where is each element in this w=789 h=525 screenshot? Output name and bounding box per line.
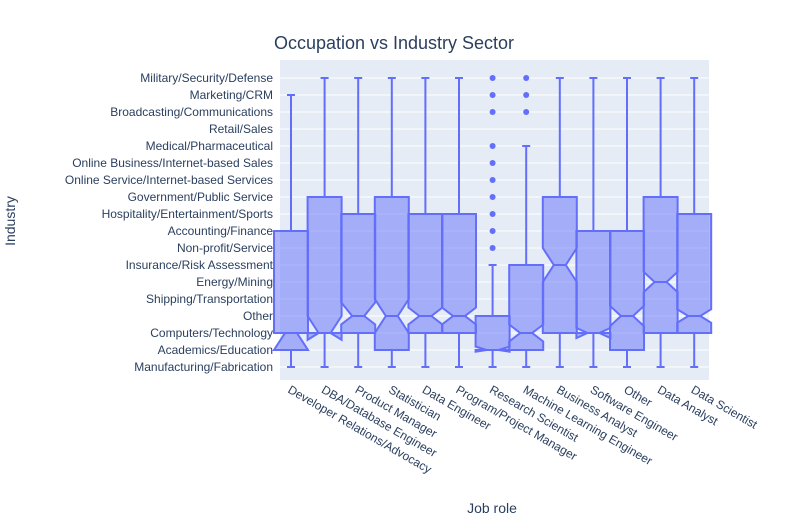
y-tick-label: Non-profit/Service	[177, 241, 273, 255]
y-axis-tick-labels: Manufacturing/Fabrication Academics/Educa…	[65, 71, 274, 374]
box-7	[508, 75, 545, 368]
outlier-point	[489, 75, 496, 81]
y-tick-label: Marketing/CRM	[190, 88, 273, 102]
box-3	[373, 77, 410, 368]
outlier-point	[489, 160, 496, 166]
chart-title: Occupation vs Industry Sector	[274, 33, 514, 53]
y-tick-label: Manufacturing/Fabrication	[134, 360, 273, 374]
box-12	[676, 77, 713, 368]
outlier-point	[489, 211, 496, 217]
y-tick-label: Broadcasting/Communications	[110, 105, 273, 119]
outlier-point	[523, 92, 530, 98]
y-tick-label: Shipping/Transportation	[146, 292, 273, 306]
y-axis-title: Industry	[2, 196, 18, 246]
box-body	[642, 196, 679, 334]
outlier-point	[489, 194, 496, 200]
x-axis-title: Job role	[467, 500, 517, 516]
box-body	[609, 230, 645, 351]
y-tick-label: Computers/Technology	[150, 326, 273, 340]
box-body	[474, 315, 511, 353]
y-tick-label: Accounting/Finance	[168, 224, 274, 238]
y-tick-label: Retail/Sales	[209, 122, 273, 136]
outlier-point	[489, 177, 496, 183]
y-tick-label: Online Service/Internet-based Services	[65, 173, 273, 187]
y-tick-label: Academics/Education	[158, 343, 273, 357]
box-body	[373, 196, 410, 351]
y-tick-label: Insurance/Risk Assessment	[126, 258, 274, 272]
y-tick-label: Government/Public Service	[128, 190, 274, 204]
box-body	[575, 230, 612, 340]
outlier-point	[489, 245, 496, 251]
box-10	[609, 77, 645, 368]
box-9	[575, 77, 612, 368]
box-body	[306, 196, 343, 342]
y-tick-label: Other	[243, 309, 273, 323]
y-tick-label: Hospitality/Entertainment/Sports	[102, 207, 273, 221]
y-tick-label: Military/Security/Defense	[140, 71, 273, 85]
outlier-point	[523, 75, 530, 81]
y-tick-label: Medical/Pharmaceutical	[146, 139, 273, 153]
box-body	[676, 213, 713, 334]
outlier-point	[489, 92, 496, 98]
x-axis-tick-labels: Developer Relations/AdvocacyDBA/Database…	[286, 382, 761, 476]
outlier-point	[489, 109, 496, 115]
box-6	[474, 75, 511, 368]
y-tick-label: Energy/Mining	[196, 275, 273, 289]
y-tick-label: Online Business/Internet-based Sales	[72, 156, 273, 170]
outlier-point	[489, 228, 496, 234]
outlier-point	[523, 109, 530, 115]
box-body	[508, 264, 545, 351]
box-series	[272, 75, 713, 368]
outlier-point	[489, 143, 496, 149]
